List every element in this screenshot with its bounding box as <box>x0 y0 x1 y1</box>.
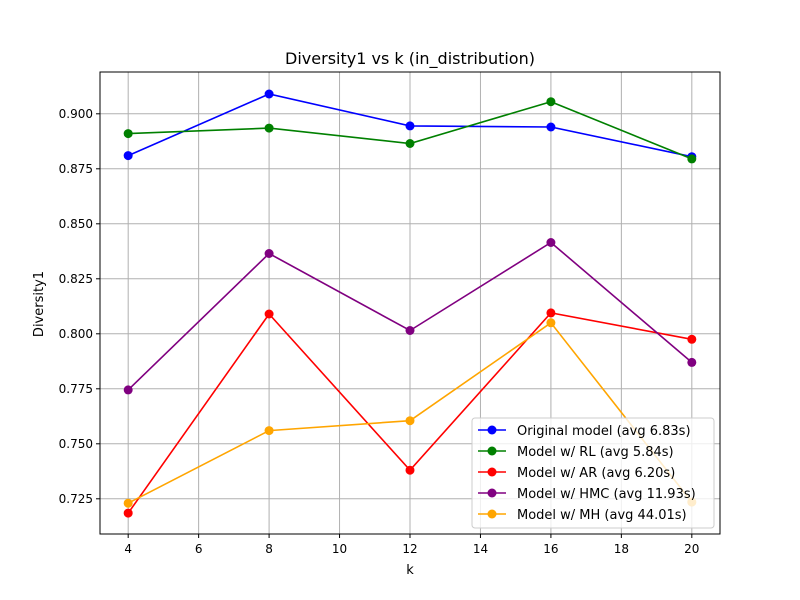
x-tick-label: 6 <box>195 542 203 556</box>
legend-label: Model w/ HMC (avg 11.93s) <box>517 487 696 502</box>
data-point <box>405 465 415 475</box>
legend: Original model (avg 6.83s) Model w/ RL (a… <box>471 417 715 529</box>
x-tick-label: 18 <box>614 542 629 556</box>
data-point <box>546 97 556 107</box>
y-tick-label: 0.875 <box>59 162 93 176</box>
legend-item: Model w/ AR (avg 6.20s) <box>478 466 675 481</box>
legend-item: Model w/ RL (avg 5.84s) <box>478 445 674 460</box>
data-point <box>123 129 133 139</box>
x-tick-label: 12 <box>402 542 417 556</box>
series-3 <box>123 308 697 518</box>
x-tick-label: 14 <box>473 542 488 556</box>
series-2 <box>123 97 697 164</box>
data-point <box>405 326 415 335</box>
legend-marker <box>487 446 497 456</box>
x-tick-label: 4 <box>124 542 132 556</box>
data-point <box>405 121 415 131</box>
legend-marker <box>487 509 497 519</box>
data-point <box>264 426 274 436</box>
legend-marker <box>487 425 497 435</box>
legend-item: Model w/ HMC (avg 11.93s) <box>478 487 696 502</box>
data-point <box>405 416 415 426</box>
x-tick-label: 16 <box>543 542 558 556</box>
chart-title: Diversity1 vs k (in_distribution) <box>285 49 535 69</box>
legend-marker <box>487 488 497 498</box>
legend-item: Original model (avg 6.83s) <box>478 424 691 439</box>
axis-ticks: 4 6 8 10 12 14 16 18 20 0.725 0.750 0.775 0.800 0.825… <box>59 107 700 556</box>
data-point <box>687 334 697 344</box>
data-point <box>264 89 274 99</box>
legend-marker <box>487 467 497 477</box>
legend-item: Model w/ MH (avg 44.01s) <box>478 508 687 523</box>
y-tick-label: 0.900 <box>59 107 93 121</box>
legend-box <box>471 417 715 529</box>
y-tick-label: 0.725 <box>59 492 93 506</box>
y-tick-label: 0.775 <box>59 382 93 396</box>
data-point <box>546 318 556 328</box>
y-axis-label: Diversity1 <box>32 271 47 337</box>
data-point <box>687 357 697 367</box>
y-tick-label: 0.825 <box>59 272 93 286</box>
x-axis-label: k <box>406 563 414 578</box>
data-point <box>264 123 274 133</box>
data-point <box>123 498 133 508</box>
y-tick-label: 0.800 <box>59 327 93 341</box>
data-point <box>687 154 697 164</box>
x-tick-label: 8 <box>265 542 273 556</box>
y-tick-label: 0.750 <box>59 437 93 451</box>
y-tick-label: 0.850 <box>59 217 93 231</box>
data-point <box>405 139 415 148</box>
data-point <box>546 122 556 132</box>
data-point <box>264 309 274 319</box>
data-point <box>546 238 556 247</box>
legend-label: Original model (avg 6.83s) <box>517 424 691 439</box>
series-4 <box>123 238 697 395</box>
x-tick-label: 10 <box>332 542 347 556</box>
x-tick-label: 20 <box>684 542 699 556</box>
data-point <box>264 249 274 258</box>
data-point <box>123 508 133 518</box>
legend-label: Model w/ AR (avg 6.20s) <box>517 466 675 481</box>
series-5 <box>123 318 697 508</box>
data-point <box>546 308 556 318</box>
data-point <box>123 385 133 395</box>
legend-label: Model w/ RL (avg 5.84s) <box>517 445 674 460</box>
series-layer <box>123 89 697 518</box>
legend-label: Model w/ MH (avg 44.01s) <box>517 508 687 523</box>
data-point <box>123 151 133 161</box>
